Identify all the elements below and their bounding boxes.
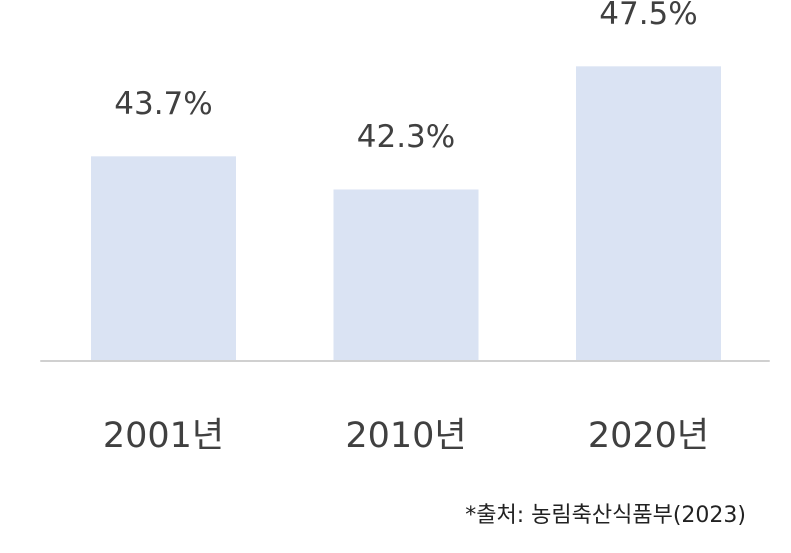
value-label: 43.7% xyxy=(114,86,212,122)
value-label: 42.3% xyxy=(357,119,455,155)
bar xyxy=(575,66,722,360)
value-label: 47.5% xyxy=(599,0,697,32)
bar xyxy=(333,189,479,360)
x-tick-label: 2010년 xyxy=(345,416,466,456)
x-tick-label: 2001년 xyxy=(103,416,224,456)
x-tick-label: 2020년 xyxy=(588,416,709,456)
bar xyxy=(90,156,237,360)
source-note: *출처: 농림축산식품부(2023) xyxy=(465,503,746,528)
